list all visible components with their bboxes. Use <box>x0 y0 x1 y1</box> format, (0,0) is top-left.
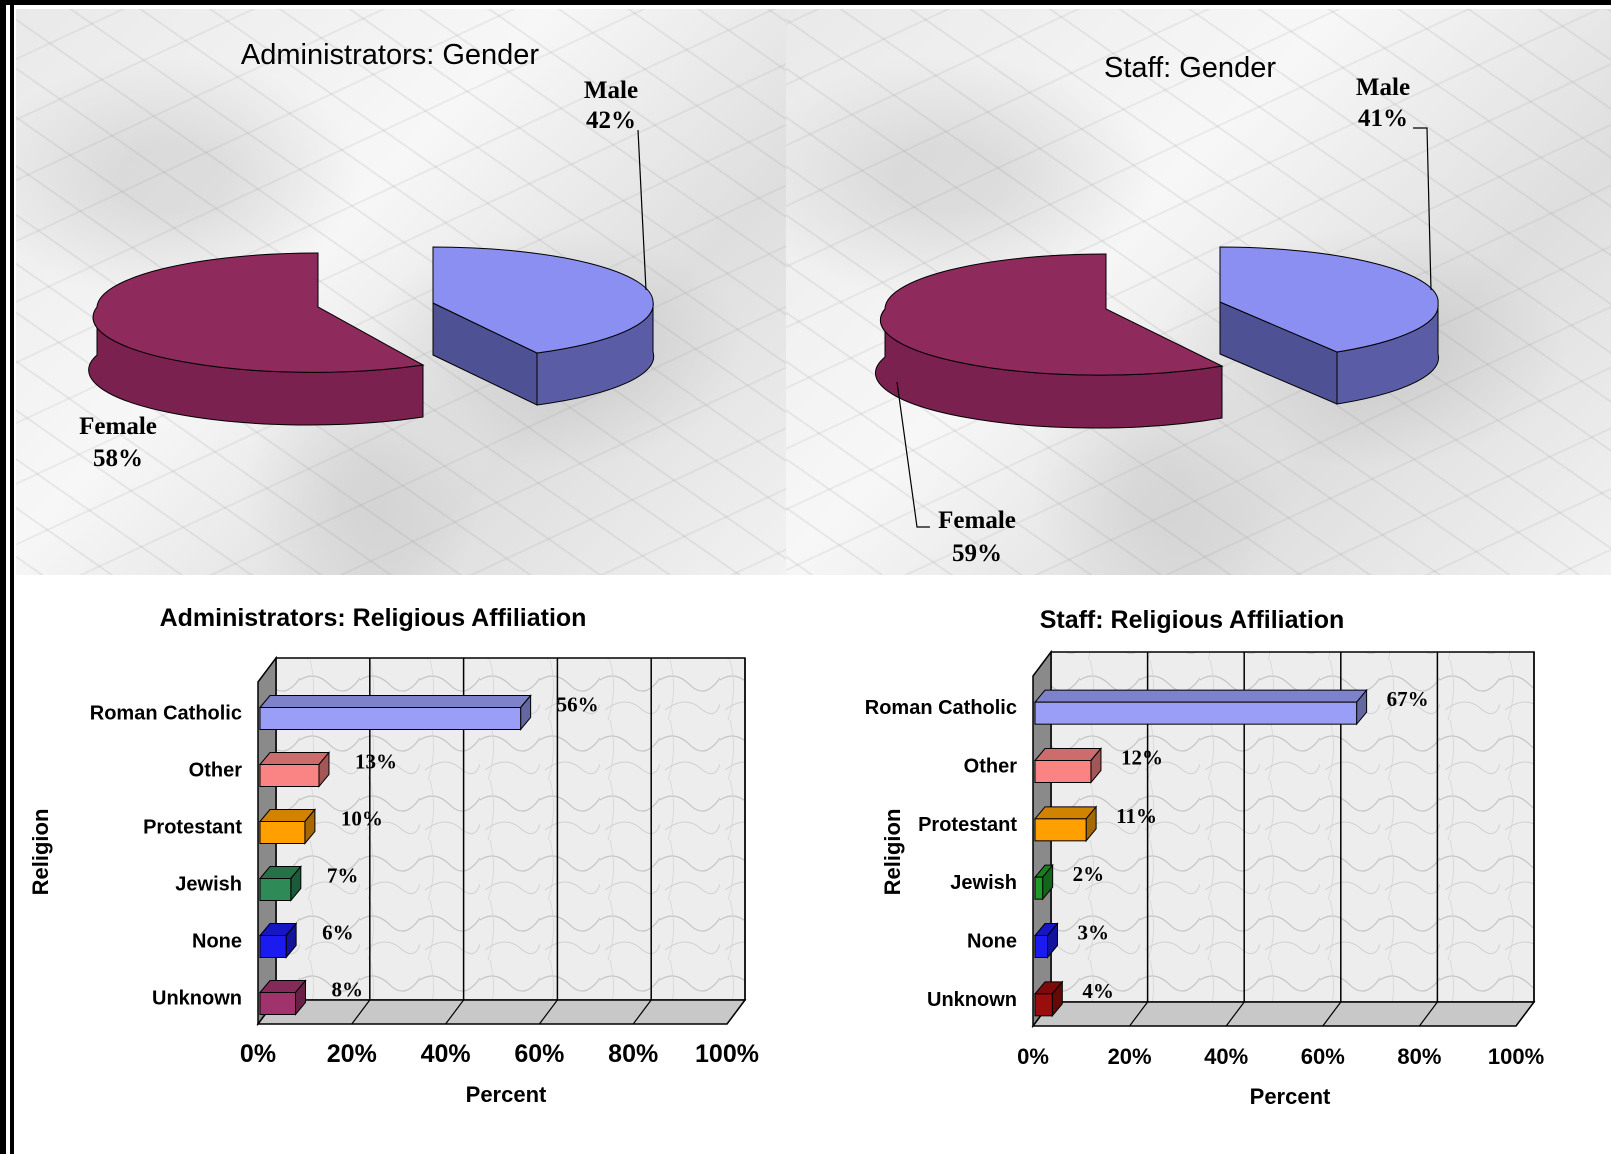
slice-label-female-admin: Female <box>79 413 157 440</box>
x-tick-label: 40% <box>1204 1044 1248 1069</box>
x-tick-label: 100% <box>1488 1044 1544 1069</box>
pie-title-staff: Staff: Gender <box>1104 52 1276 84</box>
x-tick-label: 100% <box>695 1040 759 1068</box>
divider <box>10 0 14 1154</box>
bar <box>259 821 306 844</box>
bar-top <box>1033 689 1368 703</box>
y-category-label: Other <box>189 760 243 782</box>
x-tick-label: 80% <box>608 1040 658 1068</box>
slice-label-female-staff: Female <box>938 507 1016 534</box>
y-category-label: Protestant <box>918 814 1017 836</box>
bar <box>259 707 522 730</box>
bar-value-label: 10% <box>341 807 383 831</box>
x-axis-label: Percent <box>466 1082 547 1107</box>
y-axis-label: Religion <box>880 809 905 896</box>
bar-value-label: 3% <box>1077 921 1109 945</box>
x-tick-label: 0% <box>240 1040 276 1068</box>
floor-gridline <box>726 999 746 1025</box>
floor-gridline <box>538 999 558 1025</box>
bar-chart-staff: Staff: Religious Affiliation 0% 20% 40% 60% 8… <box>865 606 1544 1109</box>
bar-value-label: 12% <box>1121 746 1163 770</box>
bar-title: Administrators: Religious Affiliation <box>160 604 587 632</box>
plot-floor <box>1031 1001 1536 1027</box>
leader-male-staff <box>1413 127 1432 291</box>
floor-gridline <box>1225 1001 1245 1027</box>
bar-value-label: 6% <box>322 921 354 945</box>
bar-value-label: 8% <box>332 978 364 1002</box>
slice-value-male-admin: 42% <box>586 107 636 134</box>
y-category-label: Jewish <box>950 872 1017 894</box>
bar <box>1034 701 1358 725</box>
pie-slice-female-top-staff <box>879 253 1224 376</box>
bar <box>259 992 297 1015</box>
bar-chart-admin: Administrators: Religious Affiliation 0% 2… <box>28 604 759 1107</box>
x-tick-label: 80% <box>1397 1044 1441 1069</box>
floor-gridline <box>1418 1001 1438 1027</box>
floor-gridline <box>1129 1001 1149 1027</box>
bar <box>259 935 287 958</box>
pie-slice-female-top-admin <box>92 252 425 373</box>
bar-value-label: 4% <box>1082 979 1114 1003</box>
floor-gridline <box>351 999 371 1025</box>
pie-slice-male-top-staff <box>1219 246 1439 353</box>
bar-top <box>258 695 532 708</box>
slice-label-male-staff: Male <box>1356 74 1410 101</box>
border-left <box>0 0 6 1154</box>
bar-top <box>1033 748 1103 761</box>
bar <box>1034 993 1053 1017</box>
bar-top <box>258 752 331 765</box>
y-category-label: Unknown <box>927 989 1017 1011</box>
bar-value-label: 7% <box>327 864 359 888</box>
floor-gridline <box>1515 1001 1535 1027</box>
plot-floor <box>256 999 747 1025</box>
bar-top <box>1033 806 1098 820</box>
slice-value-male-staff: 41% <box>1358 105 1408 132</box>
slice-value-female-admin: 58% <box>93 445 143 472</box>
y-category-label: Other <box>964 756 1018 778</box>
x-tick-label: 0% <box>1017 1044 1049 1069</box>
pie-chart-staff: Staff: Gender Male 41% Female 59% <box>875 52 1439 567</box>
slice-label-male-admin: Male <box>584 77 638 104</box>
x-tick-label: 20% <box>1108 1044 1152 1069</box>
slice-value-female-staff: 59% <box>952 540 1002 567</box>
leader-female-staff <box>896 381 930 528</box>
bar <box>1034 760 1092 783</box>
x-tick-label: 60% <box>1301 1044 1345 1069</box>
bar-value-label: 13% <box>355 750 397 774</box>
border-top <box>0 0 1611 5</box>
bar <box>1034 876 1044 900</box>
leader-male-admin <box>637 129 647 291</box>
pie-title-admin: Administrators: Gender <box>241 39 540 71</box>
bar <box>1034 935 1048 958</box>
pie-chart-admin: Administrators: Gender Male 42% Female 5… <box>79 39 655 472</box>
y-category-label: Roman Catholic <box>865 697 1017 719</box>
bar-value-label: 11% <box>1116 804 1157 828</box>
x-tick-label: 40% <box>421 1040 471 1068</box>
y-category-label: Protestant <box>143 817 242 839</box>
x-axis-label: Percent <box>1250 1084 1331 1109</box>
pie-slice-male-top-admin <box>432 246 654 354</box>
x-tick-label: 60% <box>514 1040 564 1068</box>
bar <box>259 878 292 901</box>
y-category-label: Roman Catholic <box>90 703 242 725</box>
y-category-label: None <box>192 931 242 953</box>
bar-title: Staff: Religious Affiliation <box>1040 606 1345 634</box>
floor-gridline <box>445 999 465 1025</box>
floor-gridline <box>1322 1001 1342 1027</box>
y-category-label: Jewish <box>175 874 242 896</box>
y-category-label: Unknown <box>152 988 242 1010</box>
x-tick-label: 20% <box>327 1040 377 1068</box>
bar <box>259 764 320 787</box>
y-axis-label: Religion <box>28 809 53 896</box>
bar-value-label: 67% <box>1387 687 1429 711</box>
bar-value-label: 56% <box>557 693 599 717</box>
y-category-label: None <box>967 931 1017 953</box>
floor-gridline <box>632 999 652 1025</box>
bar <box>1034 818 1087 842</box>
bar-value-label: 2% <box>1073 862 1105 886</box>
